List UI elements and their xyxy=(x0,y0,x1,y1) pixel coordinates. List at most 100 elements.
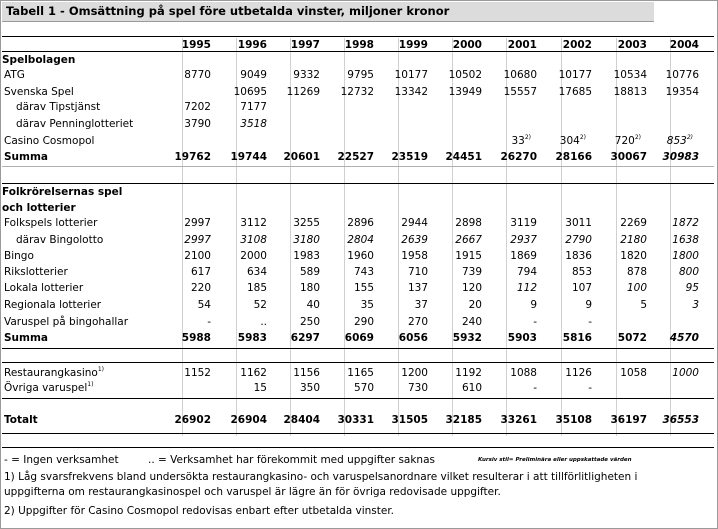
table-cell: 1200 xyxy=(401,367,428,379)
row-label: därav Penninglotteriet xyxy=(16,118,134,130)
table-cell: 26902 xyxy=(174,414,211,426)
row-label: Bingo xyxy=(4,250,34,262)
table-cell: 107 xyxy=(571,282,592,294)
table-cell: 13949 xyxy=(448,86,482,98)
table-cell: 52 xyxy=(253,299,267,311)
column-separator xyxy=(561,38,562,436)
table-cell: 26904 xyxy=(230,414,267,426)
table-cell: 3108 xyxy=(240,234,267,246)
year-header-cell: 2001 xyxy=(507,39,537,51)
table-cell: 2667 xyxy=(455,234,482,246)
row-label: Varuspel på bingohallar xyxy=(4,316,129,328)
table-cell: 22527 xyxy=(337,151,374,163)
table-cell: 1983 xyxy=(293,250,320,262)
table-cell: 8770 xyxy=(184,69,211,81)
table-cell: 290 xyxy=(353,316,374,328)
row-rule xyxy=(2,166,714,167)
table-cell: 18813 xyxy=(613,86,647,98)
note-1-line-1: 1) Låg svarsfrekvens bland undersökta re… xyxy=(4,471,638,483)
table-cell: 2804 xyxy=(347,234,374,246)
table-cell: 2997 xyxy=(184,217,211,229)
table-cell: 2898 xyxy=(455,217,482,229)
table-cell: 2100 xyxy=(184,250,211,262)
table-cell: 853 xyxy=(571,266,592,278)
table-cell: 2896 xyxy=(347,217,374,229)
row-label: Folkspels lotterier xyxy=(4,217,98,229)
table-cell: 31505 xyxy=(391,414,428,426)
table-cell: 35108 xyxy=(555,414,592,426)
table-cell: 1800 xyxy=(672,250,699,262)
table-cell: 1152 xyxy=(184,367,211,379)
table-cell: 5816 xyxy=(562,332,592,344)
table-cell: 800 xyxy=(678,266,699,278)
table-cell: 36197 xyxy=(610,414,647,426)
section-heading: och lotterier xyxy=(2,202,76,214)
table-cell: 332) xyxy=(511,134,531,148)
table-cell: 185 xyxy=(246,282,267,294)
column-separator xyxy=(236,38,237,436)
column-separator xyxy=(344,38,345,436)
row-label: Rikslotterier xyxy=(4,266,68,278)
legend-italic: Kursiv stil= Preliminära eller uppskatta… xyxy=(478,457,632,463)
table-cell: 1162 xyxy=(240,367,267,379)
table-cell: 1836 xyxy=(565,250,592,262)
table-cell: 250 xyxy=(299,316,320,328)
column-separator xyxy=(506,38,507,436)
table-cell: 5 xyxy=(640,299,647,311)
table-cell: 23519 xyxy=(391,151,428,163)
table-cell: 100 xyxy=(626,282,647,294)
table-cell: 35 xyxy=(360,299,374,311)
table-cell: 112 xyxy=(516,282,537,294)
year-header-cell: 2000 xyxy=(452,39,482,51)
table-cell: 240 xyxy=(461,316,482,328)
table-cell: 617 xyxy=(190,266,211,278)
table-cell: 6297 xyxy=(290,332,320,344)
table-cell: 24451 xyxy=(445,151,482,163)
table-cell: 3042) xyxy=(559,134,586,148)
row-label: Casino Cosmopol xyxy=(4,135,95,147)
table-cell: 32185 xyxy=(445,414,482,426)
table-cell: 2790 xyxy=(565,234,592,246)
table-cell: 9 xyxy=(585,299,592,311)
table-cell: 28404 xyxy=(283,414,320,426)
table-cell: 10177 xyxy=(558,69,592,81)
table-cell: 220 xyxy=(190,282,211,294)
table-cell: 40 xyxy=(306,299,320,311)
table-cell: 1872 xyxy=(672,217,699,229)
legend-dots: .. = Verksamhet har förekommit med uppgi… xyxy=(148,454,435,466)
table-cell: 19744 xyxy=(230,151,267,163)
table-cell: 570 xyxy=(353,382,374,394)
table-cell: - xyxy=(533,382,537,394)
table-cell: 36553 xyxy=(662,414,699,426)
year-header-cell: 2004 xyxy=(669,39,699,51)
table-cell: 30067 xyxy=(610,151,647,163)
section-heading: Folkrörelsernas spel xyxy=(2,186,123,198)
row-label: Summa xyxy=(4,151,49,163)
table-cell: - xyxy=(533,316,537,328)
table-cell: - xyxy=(207,316,211,328)
table-cell: 12732 xyxy=(340,86,374,98)
table-cell: 19354 xyxy=(665,86,699,98)
table-cell: 19762 xyxy=(174,151,211,163)
row-label: Svenska Spel xyxy=(4,86,74,98)
table-cell: 4570 xyxy=(669,332,699,344)
year-header-cell: 1999 xyxy=(398,39,428,51)
table-cell: 589 xyxy=(299,266,320,278)
row-label: Summa xyxy=(4,332,49,344)
footnote-marker: 2) xyxy=(524,134,531,141)
year-header-cell: 1997 xyxy=(290,39,320,51)
row-rule xyxy=(2,433,714,434)
table-cell: 1960 xyxy=(347,250,374,262)
table-cell: 794 xyxy=(516,266,537,278)
table-cell: 37 xyxy=(414,299,428,311)
footnote-marker: 1) xyxy=(87,381,94,388)
table-cell: 8532) xyxy=(666,134,693,148)
table-cell: 10502 xyxy=(448,69,482,81)
year-header-cell: 1996 xyxy=(237,39,267,51)
table-cell: 2944 xyxy=(401,217,428,229)
column-separator xyxy=(452,38,453,436)
table-cell: 2997 xyxy=(184,234,211,246)
column-separator xyxy=(670,38,671,436)
table-cell: 26270 xyxy=(500,151,537,163)
table-cell: 13342 xyxy=(394,86,428,98)
